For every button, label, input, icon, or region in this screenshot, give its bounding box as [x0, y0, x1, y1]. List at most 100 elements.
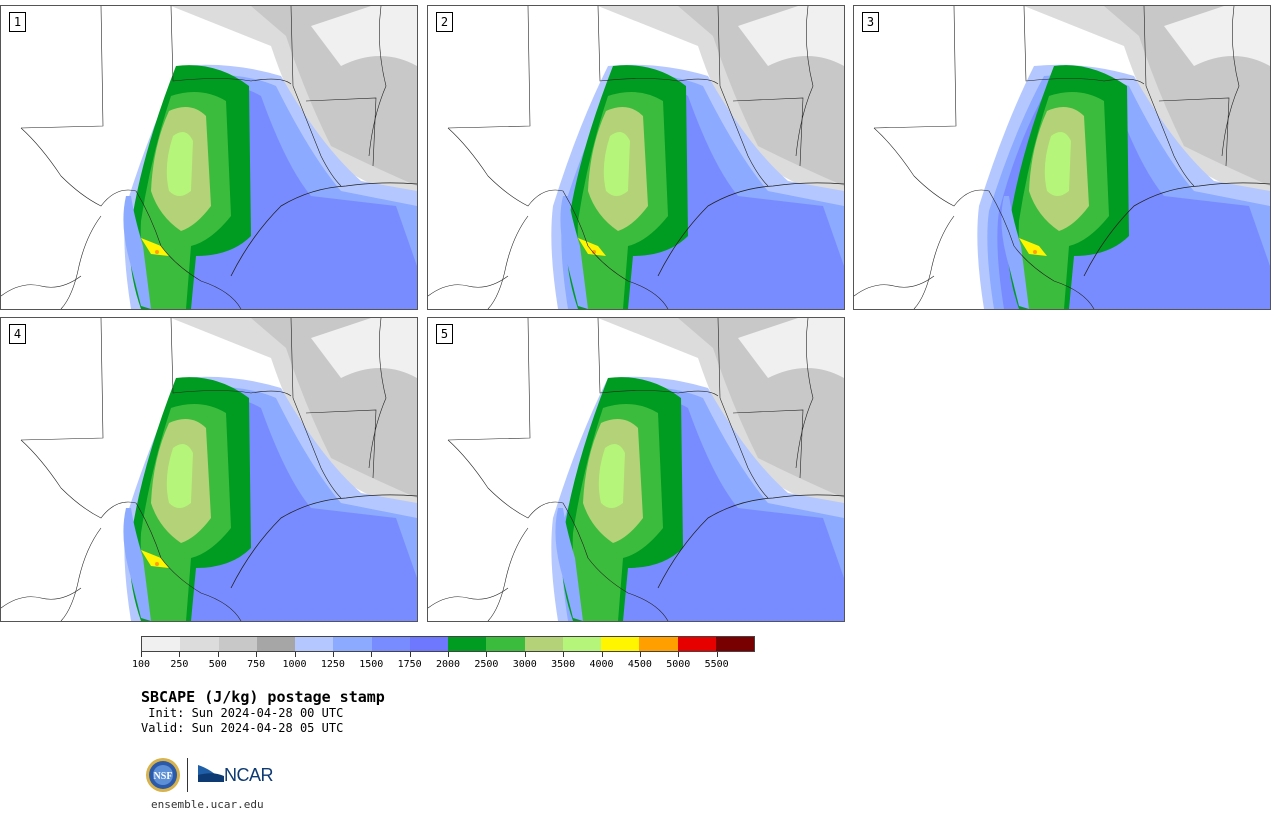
coastline: [230, 494, 417, 589]
border-line: [487, 215, 529, 309]
light-cape-region: [1164, 6, 1270, 66]
colorbar-tick: [256, 652, 258, 657]
colorbar-tick-label: 2000: [435, 659, 461, 670]
state-boundary-line: [1023, 6, 1145, 85]
orange-cape-spot: [155, 562, 159, 566]
state-boundary-line: [717, 6, 769, 187]
state-boundary-line: [1143, 6, 1195, 187]
border-line: [20, 439, 242, 621]
colorbar-segment: [601, 637, 640, 651]
state-boundary-line: [795, 6, 814, 157]
colorbar-tick: [601, 652, 603, 657]
border-line: [873, 127, 1095, 309]
coastline: [1083, 182, 1270, 277]
blue-cape-region: [560, 196, 588, 309]
colorbar-tick: [678, 652, 680, 657]
colorbar-segment: [639, 637, 678, 651]
colorbar-tick: [486, 652, 488, 657]
colorbar-tick: [217, 652, 219, 657]
colorbar-tick-label: 5500: [704, 659, 729, 670]
colorbar-segment: [218, 637, 257, 651]
colorbar-tick: [524, 652, 526, 657]
coastline: [657, 494, 844, 589]
nsf-logo-text: NSF: [154, 771, 173, 782]
colorbar-tick-label: 3000: [512, 659, 537, 670]
border-line: [428, 587, 509, 609]
colorbar-segment: [256, 637, 295, 651]
border-line: [854, 275, 935, 297]
state-boundary-line: [20, 318, 104, 441]
state-boundary-line: [170, 318, 292, 397]
cape-map-5: [428, 318, 844, 621]
orange-cape-spot: [592, 250, 596, 254]
colorbar-tick: [409, 652, 411, 657]
colorbar-tick-label: 3500: [551, 659, 576, 670]
plot-title: SBCAPE (J/kg) postage stamp: [141, 688, 385, 706]
stamp-panel-5: 5: [427, 317, 845, 622]
site-url: ensemble.ucar.edu: [151, 798, 264, 811]
colorbar: [141, 636, 755, 652]
light-cape-region: [738, 318, 844, 378]
colorbar-tick: [141, 652, 142, 657]
colorbar-tick: [563, 652, 565, 657]
colorbar-segment: [180, 637, 219, 651]
coastline: [657, 182, 844, 277]
colorbar-segment: [524, 637, 563, 651]
light-green-cape-region: [166, 132, 193, 196]
blue-cape-region: [123, 196, 151, 309]
colorbar-segment: [562, 637, 601, 651]
logo-divider: [187, 758, 188, 792]
border-line: [913, 215, 955, 309]
colorbar-segment: [333, 637, 372, 651]
colorbar-segment: [295, 637, 334, 651]
ncar-mark-icon: [198, 765, 224, 782]
stamp-panel-1: 1: [0, 5, 418, 310]
colorbar-segment: [486, 637, 525, 651]
orange-cape-spot: [1033, 250, 1037, 254]
state-boundary-line: [305, 409, 377, 479]
cape-map-4: [1, 318, 417, 621]
blue-cape-region: [123, 508, 151, 621]
yellow-cape-region: [141, 238, 169, 256]
yellow-cape-region: [1019, 238, 1047, 256]
state-boundary-line: [368, 6, 387, 157]
stamp-panel-4: 4: [0, 317, 418, 622]
cape-map-3: [854, 6, 1270, 309]
colorbar-tick: [448, 652, 449, 657]
cape-map-1: [1, 6, 417, 309]
state-boundary-line: [597, 318, 719, 397]
colorbar-tick-label: 250: [170, 659, 189, 670]
border-line: [60, 215, 102, 309]
panel-number: 1: [9, 12, 26, 32]
panel-number: 4: [9, 324, 26, 344]
state-boundary-line: [1221, 6, 1240, 157]
border-line: [20, 127, 242, 309]
valid-time: Valid: Sun 2024-04-28 05 UTC: [141, 721, 344, 735]
state-boundary-line: [447, 318, 531, 441]
border-line: [1, 275, 82, 297]
colorbar-tick-label: 1000: [282, 659, 307, 670]
border-line: [60, 527, 102, 621]
ncar-logo-text: NCAR: [224, 765, 274, 785]
colorbar-tick-label: 750: [247, 659, 266, 670]
colorbar-tick: [332, 652, 334, 657]
colorbar-tick-label: 100: [131, 659, 151, 670]
yellow-cape-region: [141, 550, 169, 568]
yellow-cape-region: [578, 238, 606, 256]
colorbar-segment: [409, 637, 448, 651]
light-green-cape-region: [598, 444, 625, 508]
colorbar-segment: [677, 637, 716, 651]
light-cape-region: [311, 6, 417, 66]
colorbar-tick: [371, 652, 373, 657]
colorbar-tick: [639, 652, 641, 657]
light-cape-region: [311, 318, 417, 378]
colorbar-tick-label: 1500: [359, 659, 384, 670]
colorbar-tick-label: 4000: [589, 659, 614, 670]
colorbar-tick-label: 2500: [474, 659, 499, 670]
panel-number: 5: [436, 324, 453, 344]
border-line: [428, 275, 509, 297]
colorbar-tick: [294, 652, 296, 657]
colorbar-tick-label: 5000: [666, 659, 691, 670]
orange-cape-spot: [155, 250, 159, 254]
state-boundary-line: [717, 318, 769, 499]
